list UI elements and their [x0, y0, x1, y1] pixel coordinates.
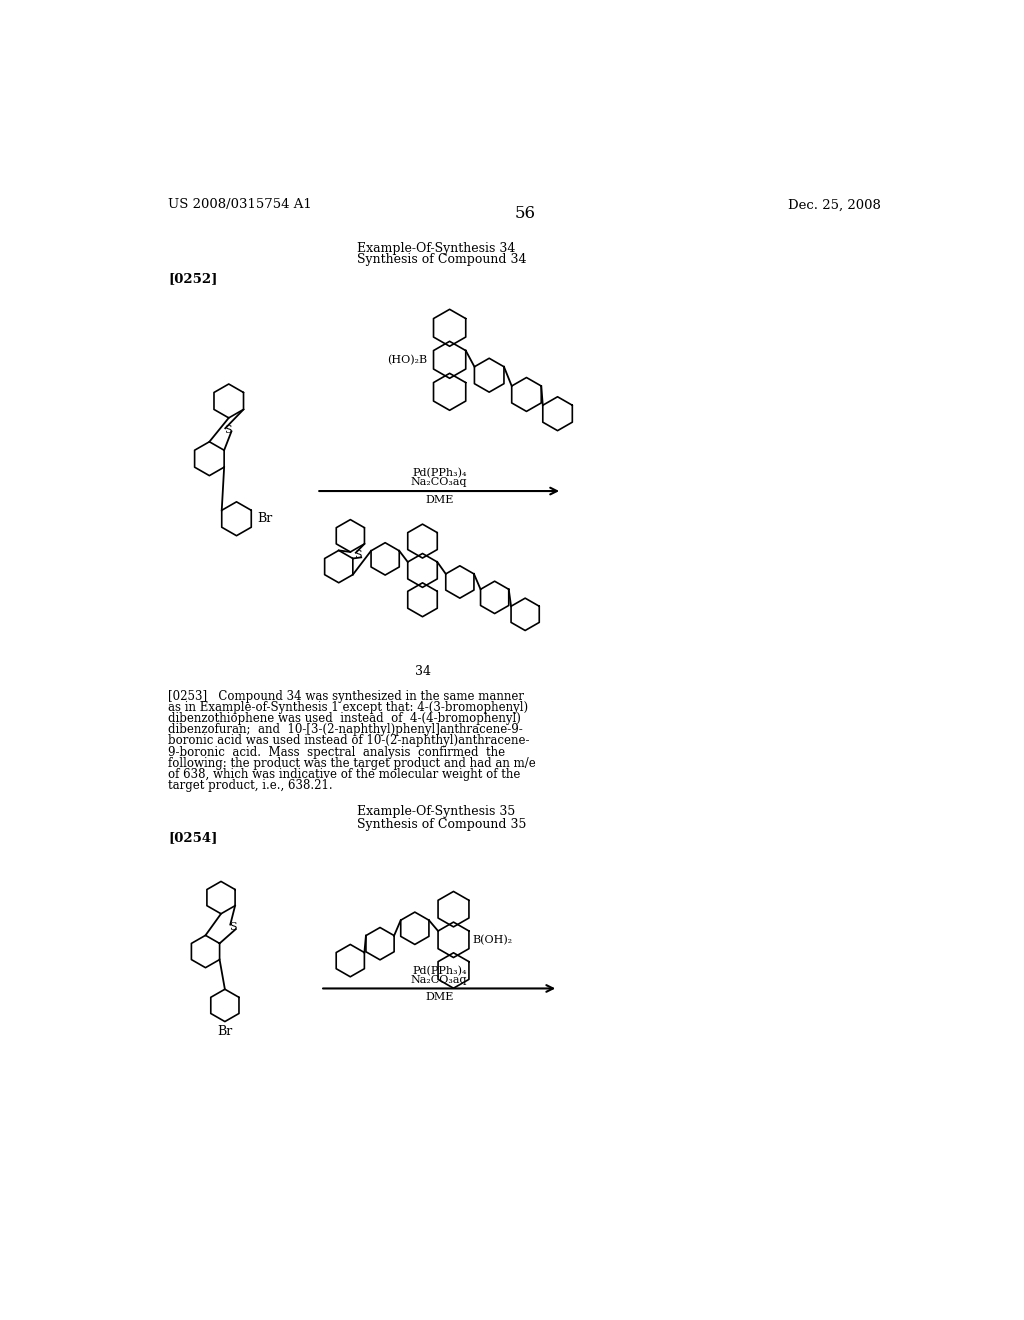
Text: 56: 56 — [514, 205, 536, 222]
Text: [0252]: [0252] — [168, 272, 218, 285]
Text: (HO)₂B: (HO)₂B — [387, 355, 427, 364]
Text: Br: Br — [257, 512, 272, 525]
Text: S: S — [354, 550, 361, 560]
Text: B(OH)₂: B(OH)₂ — [473, 935, 513, 945]
Text: 34: 34 — [415, 665, 430, 678]
Text: of 638, which was indicative of the molecular weight of the: of 638, which was indicative of the mole… — [168, 768, 520, 781]
Text: US 2008/0315754 A1: US 2008/0315754 A1 — [168, 198, 312, 211]
Text: as in Example-of-Synthesis 1 except that: 4-(3-bromophenyl): as in Example-of-Synthesis 1 except that… — [168, 701, 528, 714]
Text: Dec. 25, 2008: Dec. 25, 2008 — [788, 198, 882, 211]
Text: dibenzofuran;  and  10-[3-(2-naphthyl)phenyl]anthracene-9-: dibenzofuran; and 10-[3-(2-naphthyl)phen… — [168, 723, 523, 737]
Text: Pd(PPh₃)₄: Pd(PPh₃)₄ — [412, 966, 466, 977]
Text: [0254]: [0254] — [168, 832, 218, 845]
Text: Example-Of-Synthesis 34: Example-Of-Synthesis 34 — [356, 242, 515, 255]
Text: DME: DME — [425, 993, 454, 1002]
Text: boronic acid was used instead of 10-(2-naphthyl)anthracene-: boronic acid was used instead of 10-(2-n… — [168, 734, 529, 747]
Text: Br: Br — [217, 1026, 232, 1039]
Text: Pd(PPh₃)₄: Pd(PPh₃)₄ — [412, 469, 466, 479]
Text: Synthesis of Compound 34: Synthesis of Compound 34 — [356, 253, 526, 267]
Text: Example-Of-Synthesis 35: Example-Of-Synthesis 35 — [356, 805, 515, 818]
Text: Synthesis of Compound 35: Synthesis of Compound 35 — [356, 817, 526, 830]
Text: dibenzothiophene was used  instead  of  4-(4-bromophenyl): dibenzothiophene was used instead of 4-(… — [168, 711, 521, 725]
Text: [0253]   Compound 34 was synthesized in the same manner: [0253] Compound 34 was synthesized in th… — [168, 689, 524, 702]
Text: S: S — [228, 921, 237, 932]
Text: Na₂CO₃aq: Na₂CO₃aq — [411, 975, 467, 985]
Text: target product, i.e., 638.21.: target product, i.e., 638.21. — [168, 779, 333, 792]
Text: S: S — [224, 425, 232, 434]
Text: DME: DME — [425, 495, 454, 504]
Text: Na₂CO₃aq: Na₂CO₃aq — [411, 478, 467, 487]
Text: following: the product was the target product and had an m/e: following: the product was the target pr… — [168, 756, 536, 770]
Text: 9-boronic  acid.  Mass  spectral  analysis  confirmed  the: 9-boronic acid. Mass spectral analysis c… — [168, 746, 506, 759]
